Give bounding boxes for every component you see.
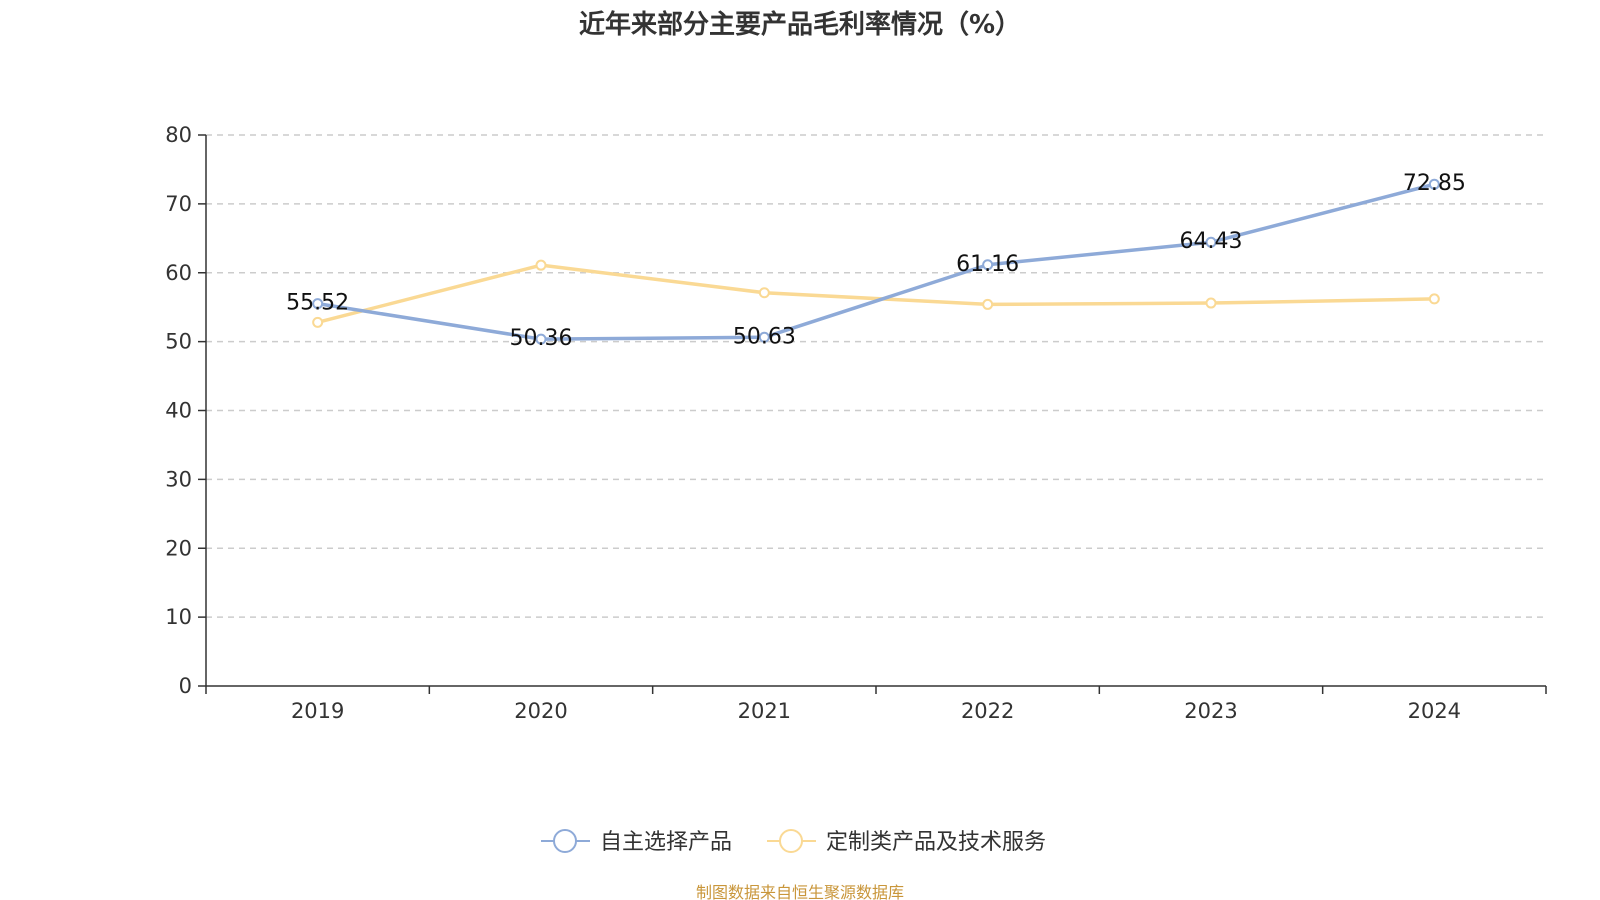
data-labels: 55.52 50.36 50.63 61.16 64.43 72.85 <box>286 171 1466 351</box>
point-series-2-2022 <box>982 298 994 310</box>
point-series-1-2023 <box>1205 236 1217 248</box>
legend-marker-series-2 <box>779 829 803 853</box>
point-series-2-2021 <box>758 287 770 299</box>
point-series-1-2019 <box>312 298 324 310</box>
data-label-2021: 50.63 <box>733 324 796 349</box>
point-series-1-2022 <box>982 259 994 271</box>
data-label-2020: 50.36 <box>510 326 573 351</box>
series-line-1 <box>317 182 1435 341</box>
y-tick-label-10: 10 <box>165 605 192 629</box>
legend-label-series-1: 自主选择产品 <box>600 830 732 855</box>
point-series-2-2019 <box>312 316 324 328</box>
x-tick-label-2023: 2023 <box>1184 699 1237 723</box>
point-series-2-2020 <box>535 259 547 271</box>
point-series-1-2024 <box>1428 178 1440 190</box>
x-tick-label-2024: 2024 <box>1408 699 1461 723</box>
x-tick-label-2020: 2020 <box>514 699 567 723</box>
point-series-1-2021 <box>758 331 770 343</box>
data-label-2023: 64.43 <box>1180 229 1243 254</box>
y-tick-label-20: 20 <box>165 536 192 560</box>
legend-item-series-1[interactable]: 自主选择产品 <box>541 829 732 855</box>
legend-marker-series-1 <box>553 829 577 853</box>
y-tick-label-50: 50 <box>165 330 192 354</box>
grid-lines <box>206 134 1546 618</box>
data-label-2019: 55.52 <box>286 291 349 316</box>
point-series-2-2023 <box>1205 297 1217 309</box>
y-tick-label-60: 60 <box>165 261 192 285</box>
x-tick-label-2022: 2022 <box>961 699 1014 723</box>
y-tick-label-80: 80 <box>165 123 192 147</box>
y-tick-label-0: 0 <box>179 674 192 698</box>
legend-label-series-2: 定制类产品及技术服务 <box>826 830 1046 855</box>
y-tick-label-30: 30 <box>165 467 192 491</box>
legend[interactable]: 自主选择产品 定制类产品及技术服务 <box>541 829 1046 855</box>
point-series-2-2024 <box>1428 293 1440 305</box>
series-line-2 <box>317 263 1435 325</box>
axes: 0 10 20 30 40 50 60 70 80 2019 2020 2021 2022 2023 202… <box>165 123 1547 723</box>
legend-item-series-2[interactable]: 定制类产品及技术服务 <box>767 829 1046 855</box>
source-note: 制图数据来自恒生聚源数据库 <box>696 883 904 900</box>
x-tick-label-2019: 2019 <box>291 699 344 723</box>
x-tick-label-2021: 2021 <box>738 699 791 723</box>
chart-title: 近年来部分主要产品毛利率情况（%） <box>579 9 1021 40</box>
data-label-2022: 61.16 <box>956 252 1019 277</box>
point-series-1-2020 <box>535 333 547 345</box>
y-tick-label-70: 70 <box>165 192 192 216</box>
data-label-2024: 72.85 <box>1403 171 1466 196</box>
series-group <box>312 178 1440 345</box>
y-tick-label-40: 40 <box>165 399 192 423</box>
